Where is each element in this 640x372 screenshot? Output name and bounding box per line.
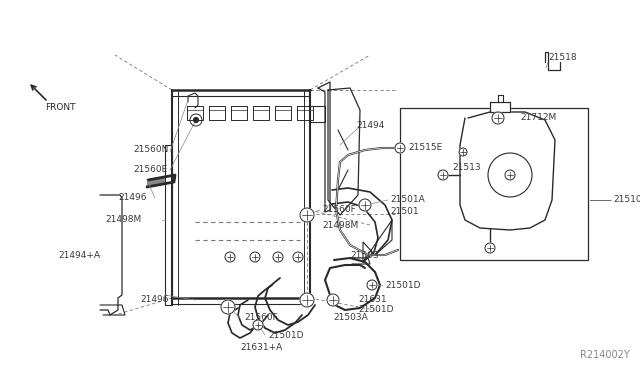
Polygon shape: [490, 102, 510, 112]
Circle shape: [300, 293, 314, 307]
Circle shape: [221, 300, 235, 314]
Polygon shape: [460, 112, 555, 230]
Text: 21515E: 21515E: [408, 144, 442, 153]
Circle shape: [193, 118, 198, 122]
Circle shape: [300, 208, 314, 222]
Text: 21631+A: 21631+A: [240, 343, 282, 353]
Text: FRONT: FRONT: [45, 103, 76, 112]
Text: 21518: 21518: [548, 54, 577, 62]
Polygon shape: [100, 305, 125, 315]
Polygon shape: [253, 106, 269, 120]
Circle shape: [253, 320, 263, 330]
Circle shape: [250, 252, 260, 262]
Polygon shape: [147, 175, 175, 187]
Text: 21494+A: 21494+A: [58, 250, 100, 260]
Bar: [400, 108, 588, 260]
Polygon shape: [187, 106, 203, 120]
Circle shape: [293, 252, 303, 262]
Text: 21513: 21513: [452, 164, 481, 173]
Circle shape: [367, 280, 377, 290]
Text: 21494: 21494: [356, 121, 385, 129]
Text: 21510: 21510: [613, 196, 640, 205]
Text: 21631: 21631: [358, 295, 387, 305]
Circle shape: [225, 252, 235, 262]
Polygon shape: [545, 52, 560, 70]
Circle shape: [459, 148, 467, 156]
Text: 21501D: 21501D: [385, 280, 420, 289]
Text: 21496: 21496: [140, 295, 168, 305]
Text: 21496: 21496: [118, 193, 147, 202]
Polygon shape: [209, 106, 225, 120]
Circle shape: [359, 199, 371, 211]
Text: 21501D: 21501D: [268, 330, 303, 340]
Text: 21712M: 21712M: [520, 113, 556, 122]
Polygon shape: [318, 82, 330, 212]
Polygon shape: [275, 106, 291, 120]
Text: 21501: 21501: [390, 208, 419, 217]
Text: 21498M: 21498M: [322, 221, 358, 230]
Text: 21560F: 21560F: [322, 205, 356, 215]
Polygon shape: [100, 195, 122, 315]
Circle shape: [485, 243, 495, 253]
Circle shape: [273, 252, 283, 262]
Text: 21501A: 21501A: [390, 196, 425, 205]
Polygon shape: [231, 106, 247, 120]
Text: 21498M: 21498M: [105, 215, 141, 224]
Text: 21560E: 21560E: [133, 166, 167, 174]
Circle shape: [327, 294, 339, 306]
Circle shape: [395, 143, 405, 153]
Polygon shape: [297, 106, 313, 120]
Circle shape: [505, 170, 515, 180]
Polygon shape: [310, 106, 325, 122]
Polygon shape: [328, 88, 360, 215]
Text: 21560F: 21560F: [244, 314, 278, 323]
Text: 21560N: 21560N: [133, 145, 168, 154]
Text: 21503A: 21503A: [333, 314, 368, 323]
Text: R214002Y: R214002Y: [580, 350, 630, 360]
Polygon shape: [363, 220, 392, 262]
Circle shape: [438, 170, 448, 180]
Polygon shape: [165, 145, 172, 305]
Polygon shape: [350, 258, 370, 264]
Circle shape: [492, 112, 504, 124]
Text: 21503: 21503: [350, 250, 379, 260]
Text: 21501D: 21501D: [358, 305, 394, 314]
